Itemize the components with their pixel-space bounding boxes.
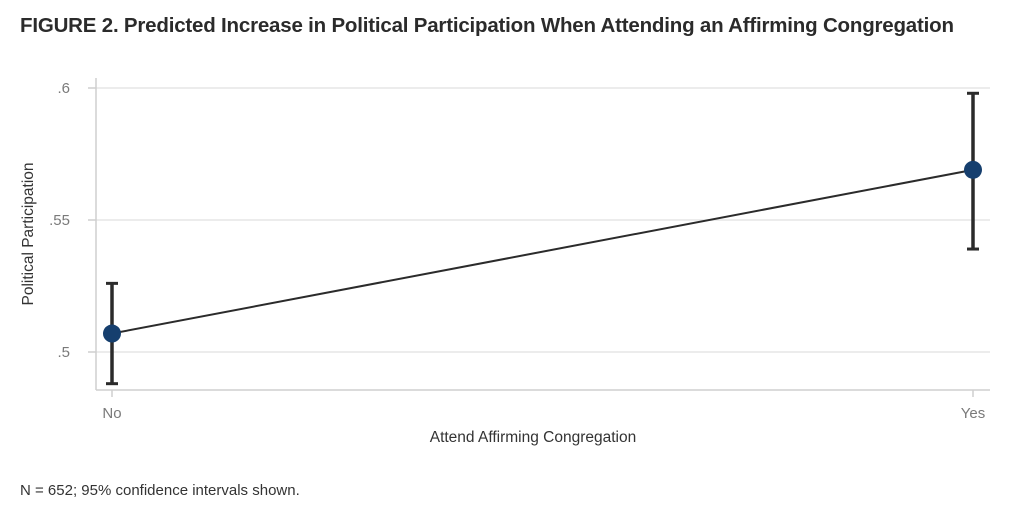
series-line (111, 168, 974, 335)
chart-marks (103, 91, 982, 386)
x-ticks: No Yes (102, 390, 985, 422)
data-point (964, 160, 982, 179)
chart: .5 .55 .6 No Yes Attend Affirming Congregat… (20, 78, 990, 446)
y-tick-label: .6 (57, 80, 70, 97)
x-axis-title: Attend Affirming Congregation (430, 429, 637, 446)
x-tick-label: Yes (961, 405, 985, 422)
data-point (103, 324, 121, 343)
gridlines (96, 87, 990, 353)
x-tick-label: No (102, 405, 121, 422)
footnote: N = 652; 95% confidence intervals shown. (20, 482, 300, 499)
y-tick-label: .5 (57, 344, 70, 361)
figure-title: FIGURE 2. Predicted Increase in Politica… (20, 14, 954, 37)
y-axis-title: Political Participation (20, 162, 37, 305)
y-tick-label: .55 (49, 212, 70, 229)
y-ticks: .5 .55 .6 (49, 80, 96, 361)
